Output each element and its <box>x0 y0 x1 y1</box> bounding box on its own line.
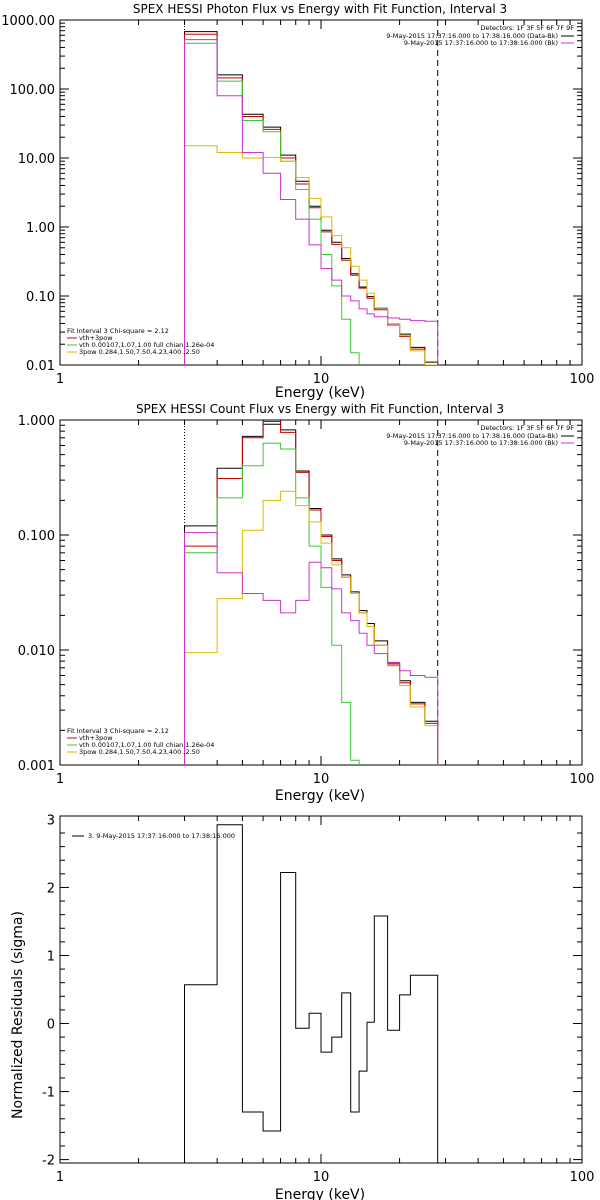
detectors-legend-header: Detectors: 1F 3F 5F 6F 7F 9F <box>480 24 574 32</box>
residuals-y-axis-label: Normalized Residuals (sigma) <box>10 911 26 1119</box>
fit-legend-label: vth 0.00107,1.07,1.00 full chian 1.26e-0… <box>79 341 214 349</box>
residual-legend-label: 3. 9-May-2015 17:37:16.000 to 17:38:16.0… <box>88 832 235 840</box>
y-tick-label: -1 <box>42 1086 55 1101</box>
y-tick-label: 1.000 <box>18 414 55 429</box>
series-group <box>184 824 439 1163</box>
series-line-2 <box>184 442 360 765</box>
fit-legend-header: Fit Interval 3 Chi-square = 2.12 <box>67 727 169 735</box>
series-line-3 <box>184 490 439 765</box>
series-group <box>184 421 439 765</box>
count-flux-panel: SPEX HESSI Count Flux vs Energy with Fit… <box>18 402 595 804</box>
detectors-legend-header: Detectors: 1F 3F 5F 6F 7F 9F <box>480 424 574 432</box>
interval-legend-label: 9-May-2015 17:37:16.000 to 17:38:16.000 … <box>386 32 558 40</box>
y-tick-label: 0.01 <box>26 359 55 374</box>
photon-chart-title: SPEX HESSI Photon Flux vs Energy with Fi… <box>133 2 507 16</box>
x-tick-label: 10 <box>313 1170 330 1185</box>
series-line-2 <box>184 42 360 365</box>
x-tick-label: 100 <box>570 772 595 787</box>
series-line-4 <box>184 532 439 765</box>
photon-plot-area: 1 10 100 0.01 0.10 1.00 10.00 100.00 1000.00 Dete… <box>1 14 595 387</box>
y-tick-label: 0.010 <box>18 644 55 659</box>
count-plot-area: 1 10 100 0.001 0.010 0.100 1.000 Detectors: 1F … <box>18 414 595 787</box>
x-tick-label: 100 <box>570 372 595 387</box>
y-tick-label: 1.00 <box>26 221 55 236</box>
photon-flux-panel: SPEX HESSI Photon Flux vs Energy with Fi… <box>1 2 595 401</box>
residuals-x-axis-label: Energy (keV) <box>275 1187 365 1200</box>
fit-legend-label: vth+3pow <box>79 734 113 742</box>
y-tick-label: 3 <box>47 813 55 828</box>
x-tick-label: 100 <box>570 1170 595 1185</box>
fit-legend-label: 3pow 0.284,1.50,7.50,4.23,400.,2.50 <box>79 748 200 756</box>
count-chart-title: SPEX HESSI Count Flux vs Energy with Fit… <box>136 402 504 416</box>
fit-legend-label: 3pow 0.284,1.50,7.50,4.23,400.,2.50 <box>79 348 200 356</box>
y-tick-label: 1 <box>47 949 55 964</box>
fit-legend-label: vth 0.00107,1.07,1.00 full chian 1.26e-0… <box>79 741 214 749</box>
x-tick-label: 1 <box>56 772 64 787</box>
series-line-0 <box>184 824 439 1163</box>
fit-legend-header: Fit Interval 3 Chi-square = 2.12 <box>67 327 169 335</box>
y-tick-label: -2 <box>42 1154 55 1169</box>
y-tick-label: 10.00 <box>18 152 55 167</box>
residuals-panel: Normalized Residuals (sigma) 1 10 100 -2 -1 0… <box>10 813 594 1200</box>
fit-legend-label: vth+3pow <box>79 334 113 342</box>
y-tick-label: 0.100 <box>18 529 55 544</box>
y-tick-label: 0 <box>47 1018 55 1033</box>
series-line-4 <box>184 39 439 365</box>
y-tick-label: 100.00 <box>10 83 56 98</box>
x-tick-label: 1 <box>56 372 64 387</box>
y-tick-label: 0.001 <box>18 759 55 774</box>
x-tick-label: 1 <box>56 1170 64 1185</box>
x-tick-label: 10 <box>313 772 330 787</box>
interval-legend-label: 9-May-2015 17:37:16.000 to 17:38:16.000 … <box>404 439 558 447</box>
interval-legend-label: 9-May-2015 17:37:16.000 to 17:38:16.000 … <box>386 432 558 440</box>
x-tick-label: 10 <box>313 372 330 387</box>
y-tick-label: 2 <box>47 881 55 896</box>
series-group <box>184 31 439 365</box>
count-x-axis-label: Energy (keV) <box>275 788 365 804</box>
y-tick-label: 1000.00 <box>1 14 55 29</box>
residuals-plot-area: 1 10 100 -2 -1 0 1 2 3 3. 9-May-2015 17:37:16.000… <box>42 813 595 1185</box>
interval-legend-label: 9-May-2015 17:37:16.000 to 17:38:16.000 … <box>404 39 558 47</box>
y-tick-label: 0.10 <box>26 290 55 305</box>
photon-x-axis-label: Energy (keV) <box>275 385 365 401</box>
